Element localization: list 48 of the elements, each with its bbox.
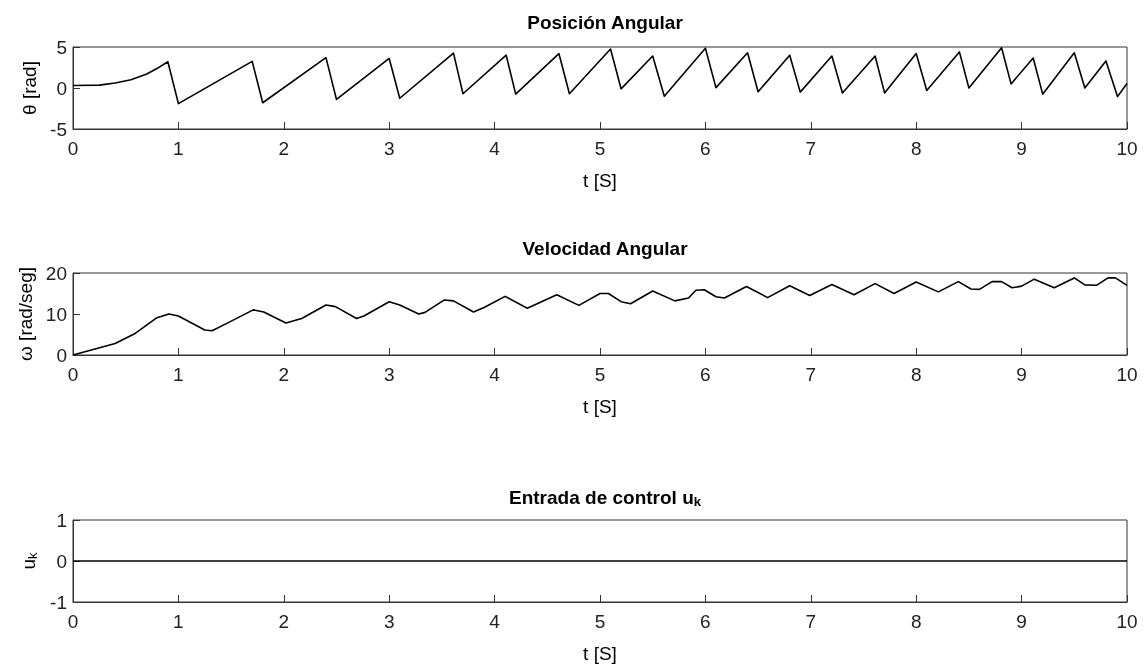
x-tick-label: 4 (489, 138, 501, 159)
x-tick-label: 9 (1016, 611, 1027, 632)
y-tick-label: 0 (56, 344, 67, 366)
x-tick-label: 3 (383, 611, 395, 632)
x-tick-label: 9 (1016, 138, 1027, 159)
x-tick-label: 10 (1116, 364, 1138, 385)
x-tick-label: 5 (594, 611, 606, 632)
x-tick-label: 1 (173, 138, 184, 159)
x-tick-label: 9 (1016, 364, 1027, 385)
x-tick-label: 4 (489, 611, 501, 632)
x-tick-label: 4 (489, 364, 501, 385)
x-tick-label: 8 (910, 138, 922, 159)
x-tick-label: 2 (278, 364, 290, 385)
x-tick-label: 6 (700, 364, 711, 385)
x-tick-label: 8 (910, 611, 922, 632)
y-axis-title: uk (17, 551, 40, 570)
x-tick-label: 1 (173, 611, 184, 632)
y-tick-label: 0 (56, 77, 67, 99)
x-axis-title: t [S] (583, 170, 617, 191)
x-tick-label: 2 (278, 611, 290, 632)
y-tick-label: 0 (56, 550, 67, 572)
x-tick-label: 3 (383, 138, 395, 159)
y-tick-label: 5 (56, 36, 67, 58)
y-tick-label: 20 (45, 262, 67, 284)
x-tick-label: 10 (1116, 138, 1138, 159)
x-tick-label: 6 (700, 138, 711, 159)
x-tick-label: 5 (594, 364, 606, 385)
y-axis-title: θ [rad] (19, 61, 40, 115)
x-tick-label: 7 (805, 611, 817, 632)
x-axis-title: t [S] (583, 643, 617, 664)
x-tick-label: 5 (594, 138, 606, 159)
x-tick-label: 7 (805, 138, 817, 159)
x-tick-label: 7 (805, 364, 817, 385)
x-tick-label: 6 (700, 611, 711, 632)
line-series (72, 47, 1128, 105)
x-tick-label: 10 (1116, 611, 1138, 632)
x-tick-label: 1 (173, 364, 184, 385)
chart-title: Posición Angular (527, 12, 684, 33)
y-tick-label: 1 (56, 509, 67, 531)
chart-title: Velocidad Angular (522, 238, 689, 259)
y-axis-title: ω [rad/seg] (14, 266, 36, 362)
x-tick-label: 3 (383, 364, 395, 385)
x-tick-label: 8 (910, 364, 922, 385)
y-tick-label: -5 (50, 118, 67, 140)
y-tick-label: 10 (45, 303, 67, 325)
x-tick-label: 2 (278, 138, 290, 159)
x-axis-title: t [S] (583, 396, 617, 417)
y-tick-label: -1 (50, 591, 67, 613)
